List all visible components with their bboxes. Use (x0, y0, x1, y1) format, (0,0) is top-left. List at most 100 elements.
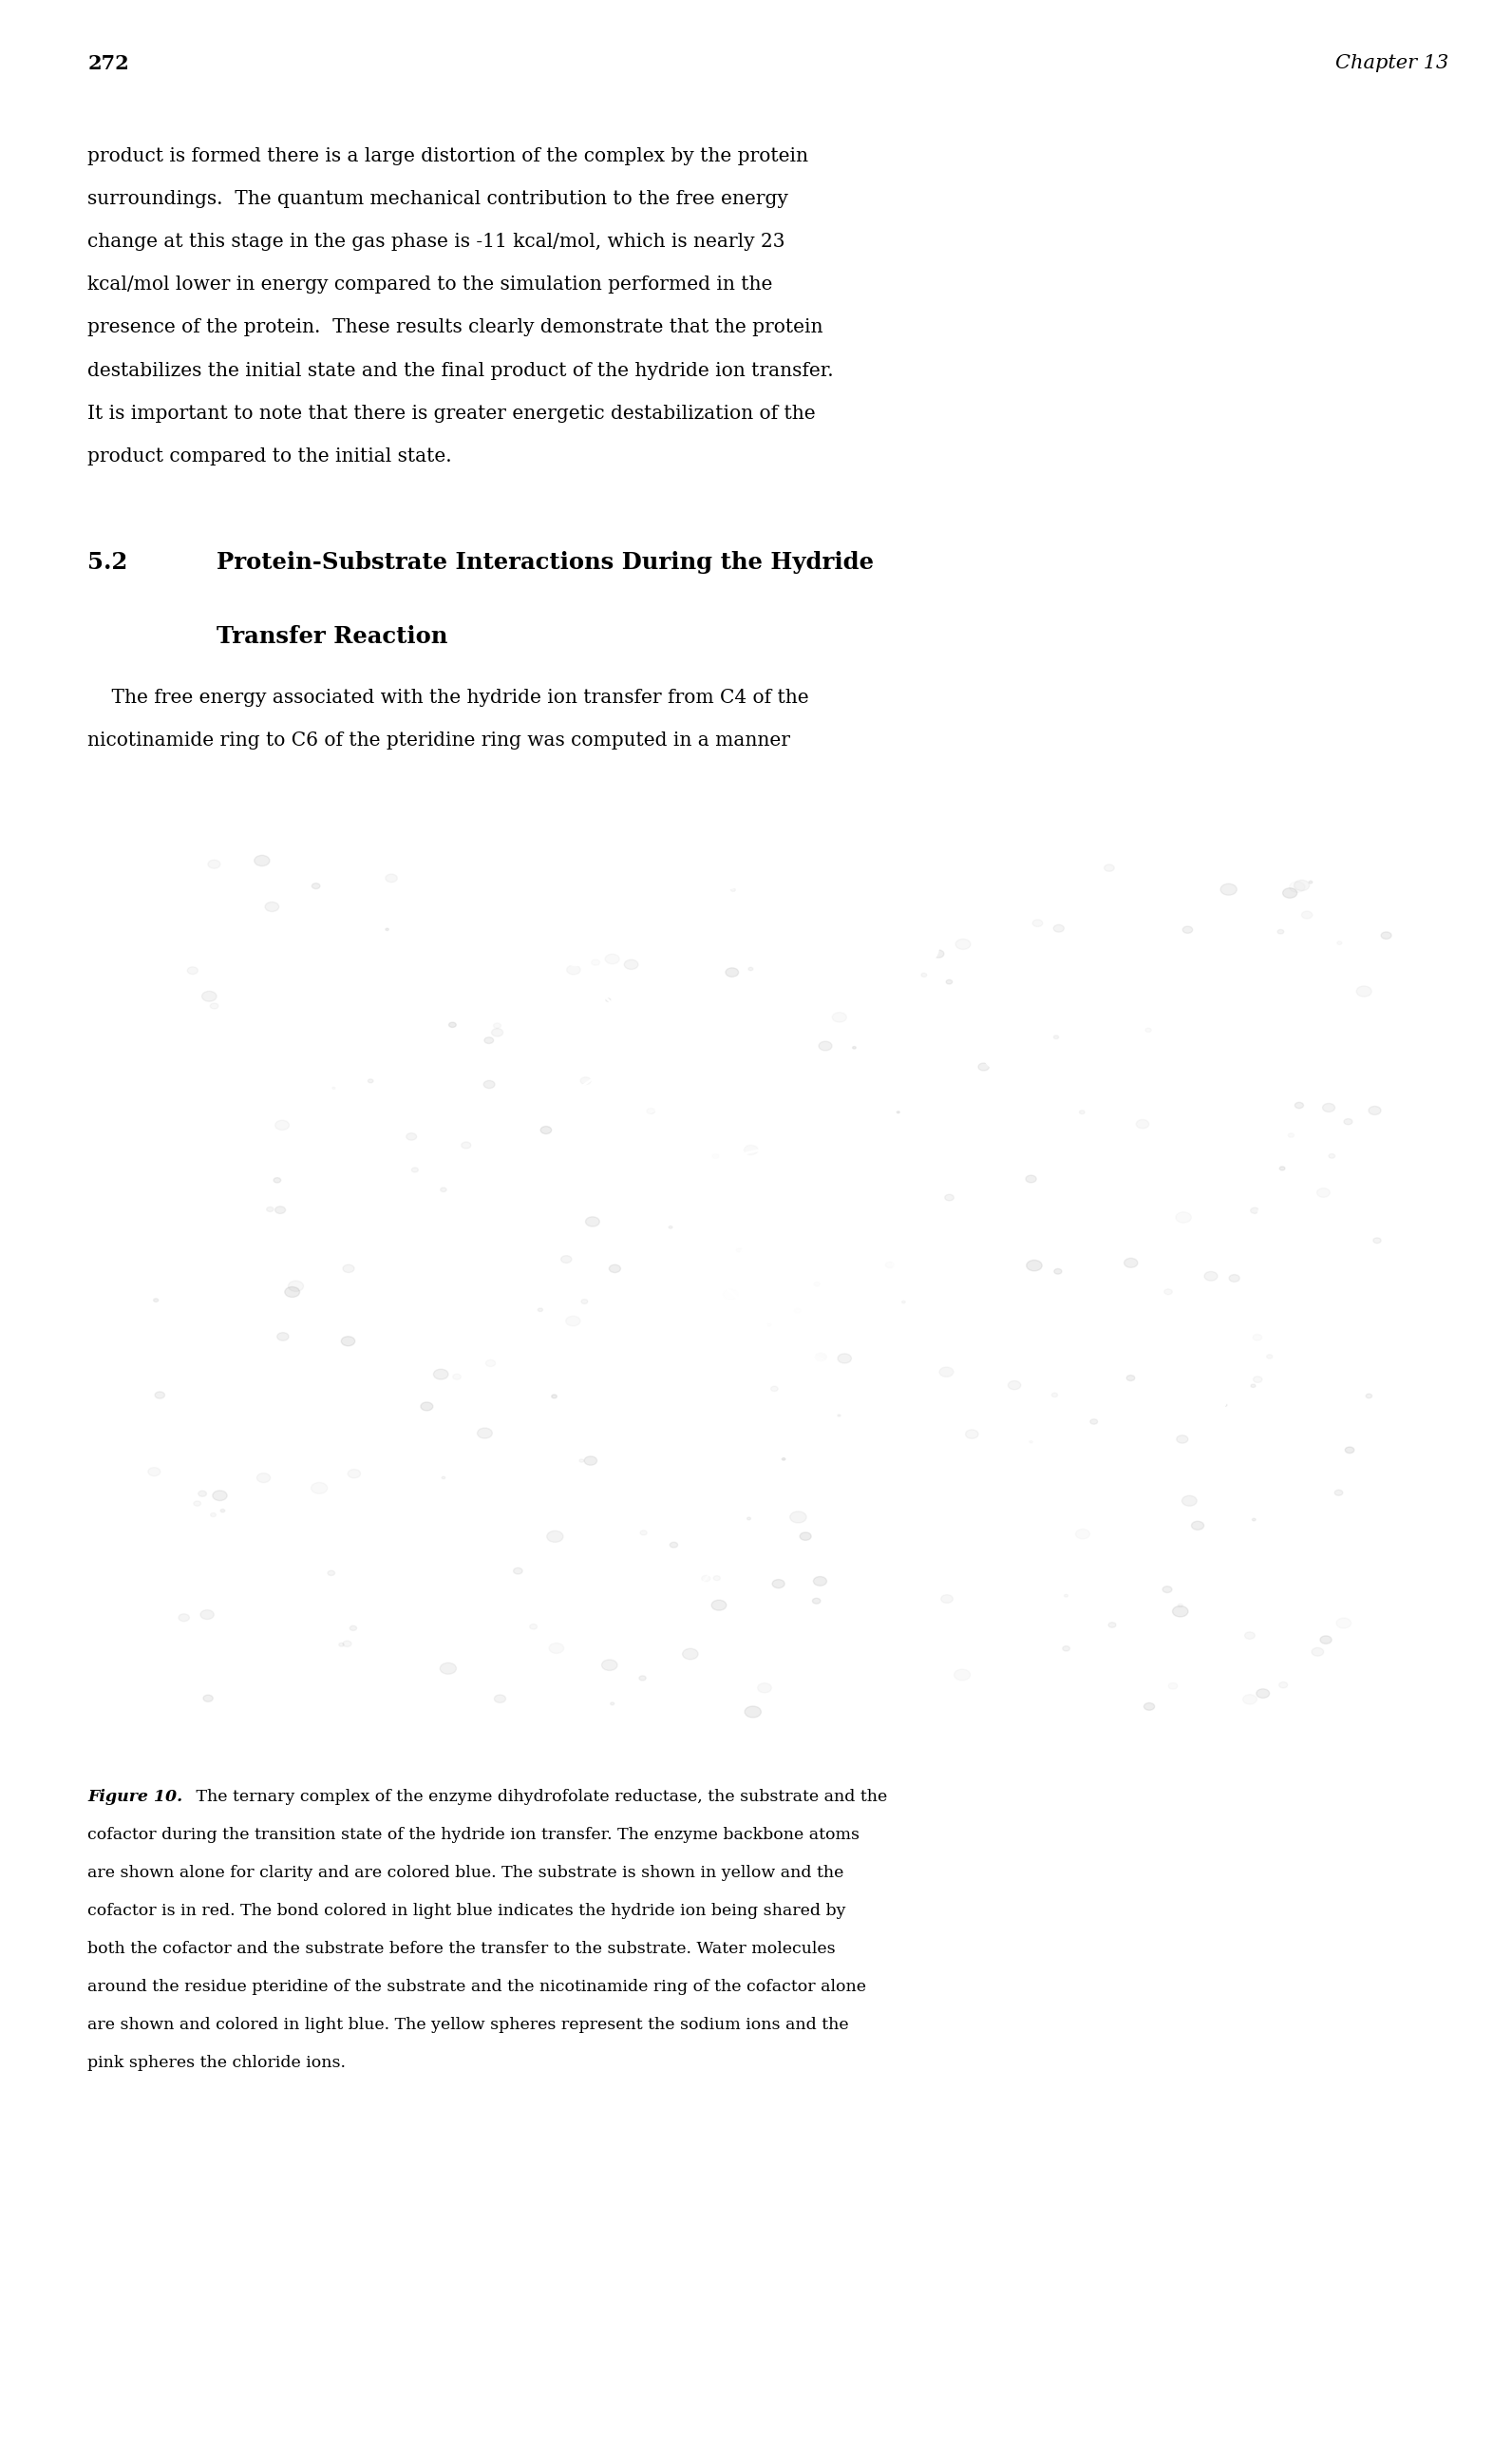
Circle shape (856, 1083, 866, 1091)
Circle shape (813, 1282, 820, 1287)
Circle shape (1365, 1395, 1371, 1397)
Text: 272: 272 (88, 54, 129, 74)
Circle shape (726, 968, 738, 978)
Text: nicotinamide ring to C6 of the pteridine ring was computed in a manner: nicotinamide ring to C6 of the pteridine… (88, 730, 791, 750)
Circle shape (1163, 1586, 1172, 1593)
Circle shape (940, 1596, 953, 1603)
Circle shape (311, 882, 321, 890)
Circle shape (640, 1135, 662, 1150)
Circle shape (367, 1078, 373, 1083)
Circle shape (1294, 880, 1309, 890)
Circle shape (1204, 1272, 1217, 1282)
Circle shape (579, 1458, 584, 1463)
Circle shape (440, 1189, 446, 1191)
Circle shape (670, 1542, 677, 1547)
Circle shape (813, 1576, 827, 1586)
Circle shape (974, 1123, 1010, 1147)
Text: It is important to note that there is greater energetic destabilization of the: It is important to note that there is gr… (88, 404, 816, 422)
Circle shape (1329, 1154, 1335, 1159)
Text: around the residue pteridine of the substrate and the nicotinamide ring of the c: around the residue pteridine of the subs… (88, 1978, 866, 1995)
Ellipse shape (1080, 1015, 1117, 1051)
Text: 5.2: 5.2 (88, 551, 129, 574)
Circle shape (198, 1490, 207, 1498)
Ellipse shape (708, 853, 745, 890)
Text: destabilizes the initial state and the final product of the hydride ion transfer: destabilizes the initial state and the f… (88, 360, 833, 380)
Circle shape (1250, 1385, 1255, 1387)
Circle shape (788, 1355, 829, 1382)
Circle shape (706, 1100, 735, 1120)
Circle shape (1255, 1108, 1258, 1110)
Circle shape (1267, 1355, 1273, 1358)
Circle shape (1244, 1632, 1255, 1640)
Circle shape (786, 1123, 803, 1135)
Ellipse shape (913, 985, 953, 1022)
Circle shape (640, 1676, 646, 1681)
Circle shape (1145, 1703, 1155, 1711)
Circle shape (1063, 1647, 1070, 1652)
Circle shape (835, 1100, 874, 1127)
Text: surroundings.  The quantum mechanical contribution to the free energy: surroundings. The quantum mechanical con… (88, 189, 788, 208)
Ellipse shape (1188, 1377, 1228, 1414)
Text: Protein-Substrate Interactions During the Hydride: Protein-Substrate Interactions During th… (216, 551, 874, 574)
Circle shape (624, 961, 638, 968)
Circle shape (823, 1206, 862, 1230)
Circle shape (1176, 1436, 1188, 1444)
Circle shape (1027, 1260, 1042, 1272)
Circle shape (956, 939, 971, 949)
Circle shape (785, 1331, 794, 1338)
Circle shape (947, 980, 953, 983)
Circle shape (561, 1255, 572, 1262)
Circle shape (668, 1226, 673, 1228)
Ellipse shape (419, 949, 457, 985)
Circle shape (343, 1265, 354, 1272)
Circle shape (1252, 1520, 1255, 1522)
Circle shape (494, 1694, 505, 1703)
Circle shape (1256, 1689, 1270, 1699)
Circle shape (461, 1142, 470, 1150)
Text: cofactor is in red. The bond colored in light blue indicates the hydride ion bei: cofactor is in red. The bond colored in … (88, 1902, 847, 1919)
Circle shape (1229, 1275, 1240, 1282)
Circle shape (552, 1395, 556, 1397)
Circle shape (682, 1650, 699, 1659)
Circle shape (386, 875, 398, 882)
Circle shape (154, 1299, 159, 1301)
Circle shape (640, 1529, 647, 1534)
Circle shape (342, 1336, 355, 1346)
Ellipse shape (268, 1551, 305, 1586)
Polygon shape (838, 1216, 933, 1301)
Circle shape (1220, 885, 1237, 895)
Circle shape (874, 1294, 909, 1319)
Circle shape (1309, 880, 1312, 882)
Circle shape (756, 1047, 782, 1066)
Text: both the cofactor and the substrate before the transfer to the substrate. Water : both the cofactor and the substrate befo… (88, 1941, 836, 1958)
Circle shape (871, 1135, 907, 1159)
Circle shape (1104, 865, 1114, 873)
Circle shape (647, 1108, 655, 1113)
Circle shape (490, 1299, 525, 1324)
Circle shape (933, 951, 943, 958)
Circle shape (730, 887, 735, 892)
Circle shape (738, 1395, 747, 1402)
Text: product is formed there is a large distortion of the complex by the protein: product is formed there is a large disto… (88, 147, 809, 164)
Circle shape (966, 1429, 978, 1439)
Circle shape (1278, 929, 1284, 934)
Circle shape (1064, 1596, 1067, 1598)
Ellipse shape (818, 1608, 856, 1645)
Circle shape (685, 1252, 709, 1270)
Circle shape (1009, 1380, 1021, 1390)
Circle shape (978, 1228, 1010, 1250)
Circle shape (1253, 1377, 1263, 1382)
Circle shape (221, 1510, 225, 1512)
Ellipse shape (556, 929, 594, 966)
Ellipse shape (1258, 1196, 1296, 1233)
Ellipse shape (1024, 995, 1063, 1032)
Circle shape (975, 1108, 1010, 1132)
Circle shape (1320, 1635, 1332, 1645)
Circle shape (717, 1243, 735, 1255)
Circle shape (534, 1370, 553, 1382)
Circle shape (670, 1277, 705, 1301)
Ellipse shape (1231, 1091, 1269, 1127)
Circle shape (768, 1324, 771, 1326)
Circle shape (210, 1002, 218, 1010)
Circle shape (538, 1309, 543, 1311)
